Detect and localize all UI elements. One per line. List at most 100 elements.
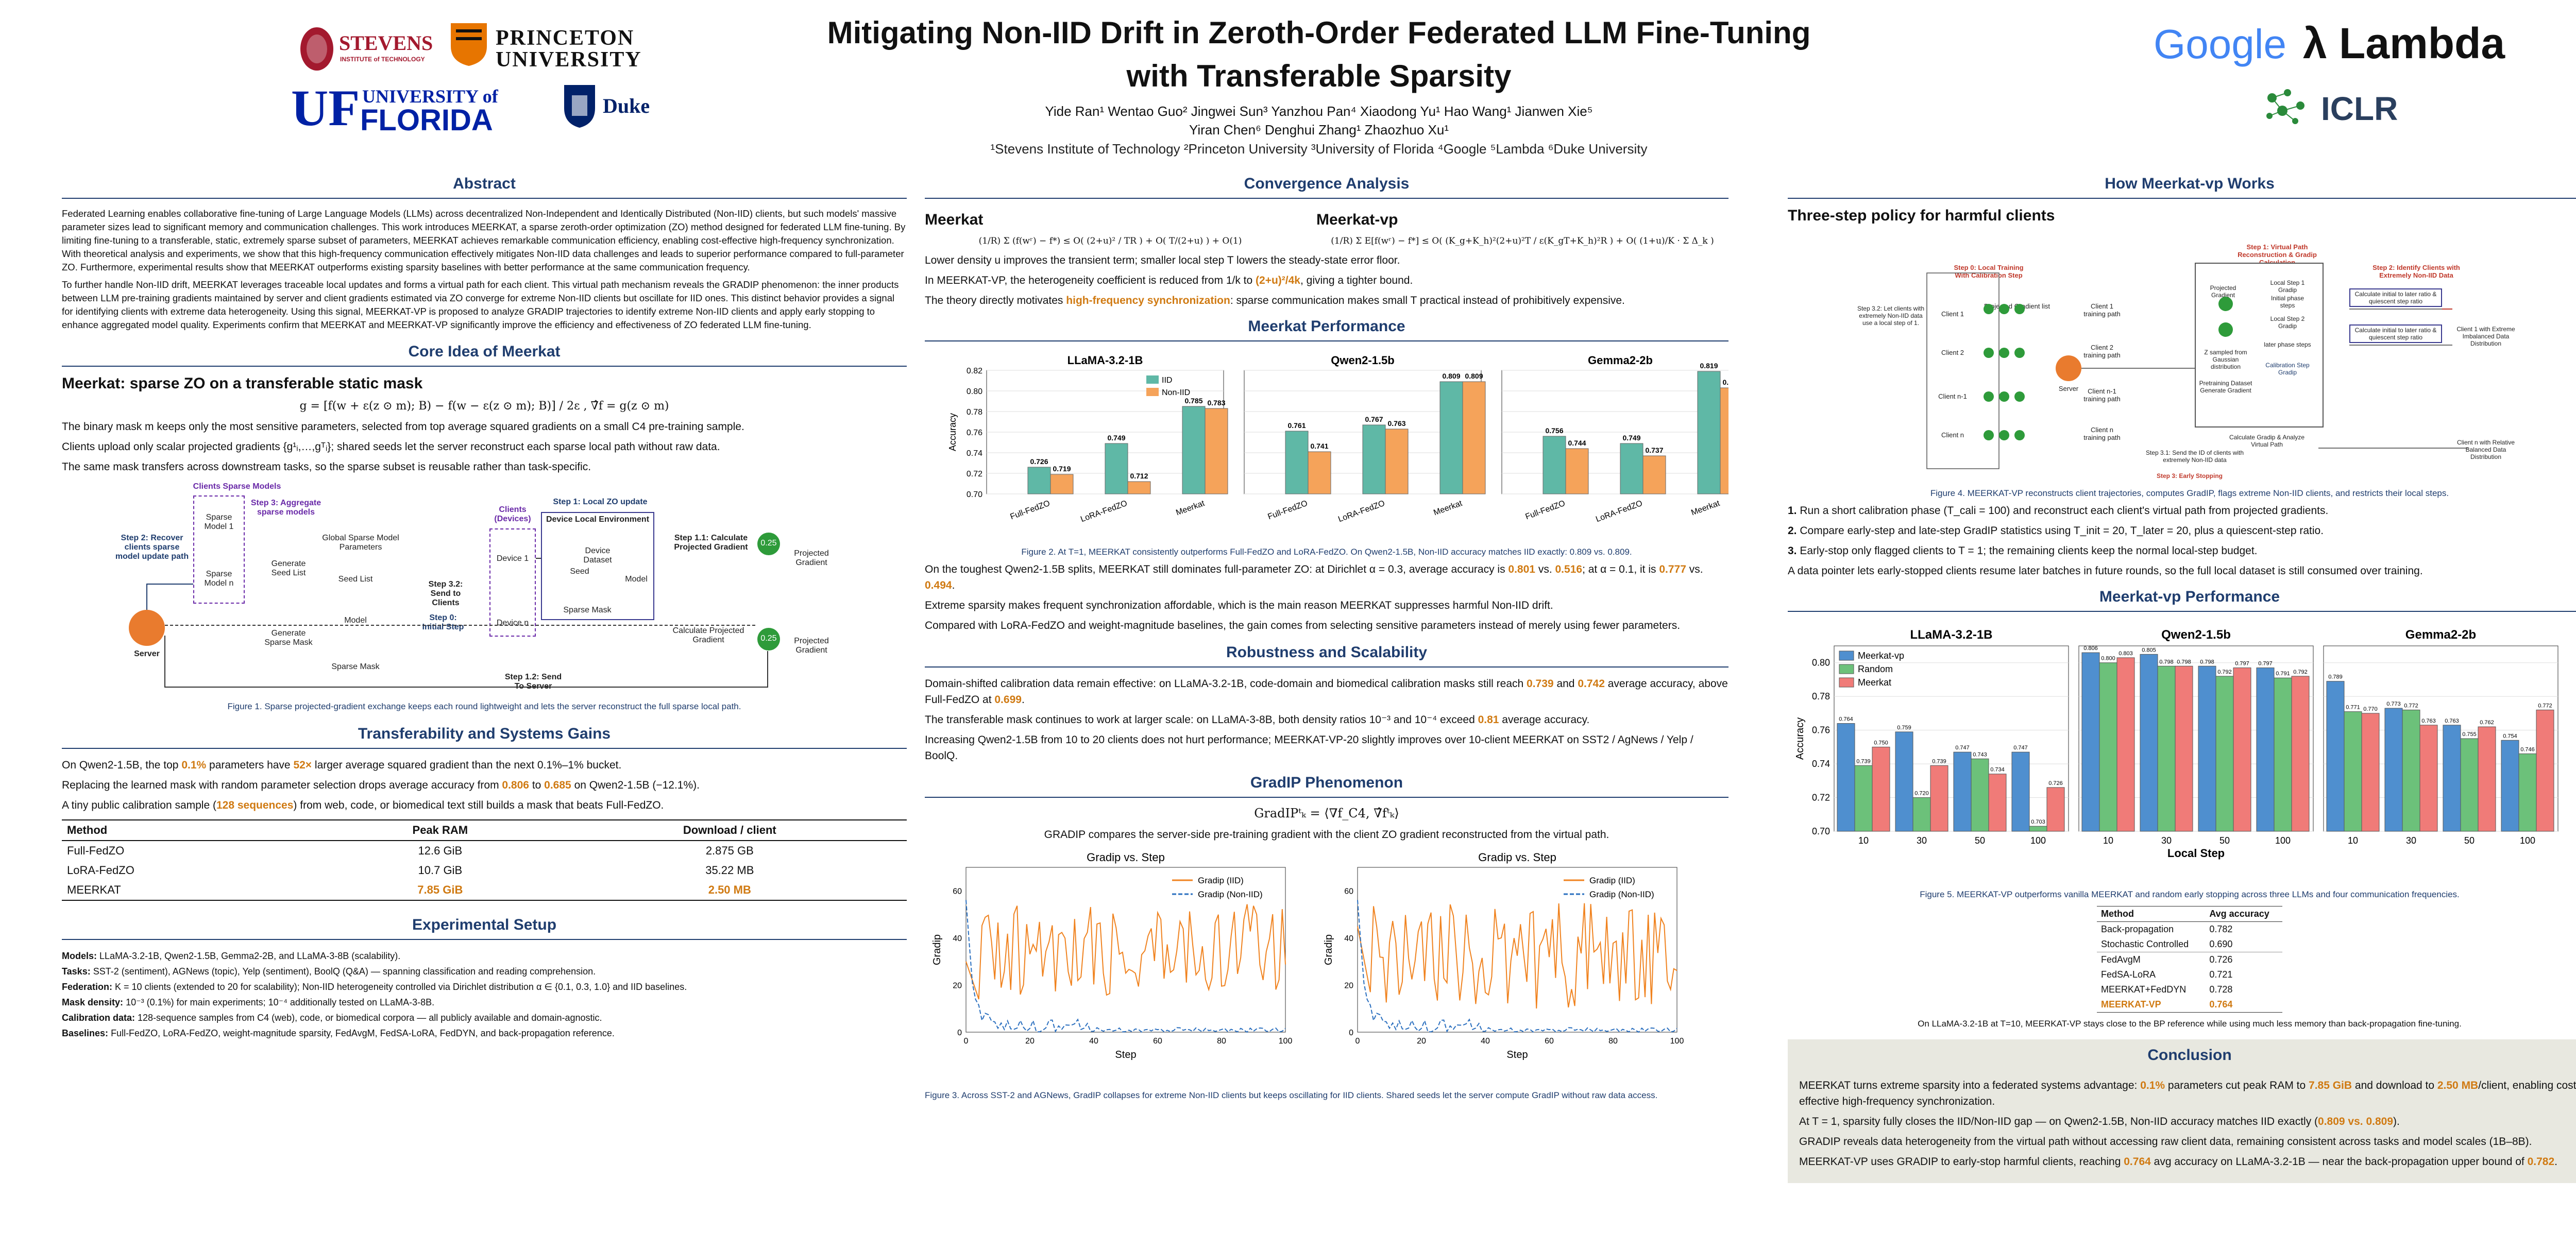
y-tick-label: 60 (1344, 887, 1353, 896)
bar-value-label: 0.772 (2538, 703, 2552, 709)
vp-bar (2011, 751, 2030, 832)
list-item: 2. Compare early-step and late-step Grad… (1788, 525, 2324, 537)
princeton-logo: PRINCETON UNIVERSITY (448, 21, 641, 72)
random-bar (2460, 738, 2479, 832)
step2-label: Step 2: Identify Clients with Extremely … (2360, 263, 2473, 280)
pg-label-1: Projected Gradient (783, 548, 840, 569)
vp-bar (2081, 652, 2100, 832)
list-item: Baselines: Full-FedZO, LoRA-FedZO, weigh… (62, 1028, 615, 1038)
noniid-bar (1385, 429, 1409, 494)
client-2: Client 2 (1932, 348, 1973, 357)
list-item: Tasks: SST-2 (sentiment), AGNews (topic)… (62, 966, 596, 977)
x-tick-label: 30 (2406, 835, 2416, 846)
abstract-heading: Abstract (62, 175, 907, 199)
panel-title: Gradip vs. Step (1087, 851, 1165, 864)
gradip-noniid-line (1357, 900, 1677, 1033)
bar-value-label: 0.809 (1465, 372, 1483, 380)
x-tick-label: 80 (1217, 1037, 1226, 1046)
panel-title: LLaMA-3.2-1B (1067, 354, 1143, 367)
iid-bar (1285, 431, 1309, 494)
bar-value-label: 0.750 (1874, 740, 1888, 746)
bar-value-label: 0.747 (2013, 745, 2028, 751)
abstract-p2: To further handle Non-IID drift, MEERKAT… (62, 279, 899, 330)
core-p3: The same mask transfers across downstrea… (62, 461, 591, 473)
x-tick-label: 10 (2103, 835, 2113, 846)
gradip-iid-line (1357, 903, 1677, 1009)
device-model-label: Model (621, 574, 652, 585)
concl-p3: GRADIP reveals data heterogeneity from t… (1799, 1136, 2532, 1148)
clientn-path: Client n training path (2081, 425, 2123, 442)
figure2-caption: Figure 2. At T=1, MEERKAT consistently o… (1021, 547, 1632, 557)
figure3-caption: Figure 3. Across SST-2 and AGNews, GradI… (925, 1090, 1658, 1100)
y-tick-label: 0.78 (1812, 691, 1830, 702)
iid-bar (1620, 443, 1643, 494)
gradip-heading: GradIP Phenomenon (925, 774, 1728, 798)
bar-value-label: 0.734 (1990, 767, 2005, 773)
ls1-label: Local Step 1 Gradip (2259, 278, 2316, 295)
gradip-iid-line (965, 904, 1286, 1000)
vp-bar (2326, 681, 2345, 832)
y-tick-label: 40 (953, 934, 962, 943)
conclusion-box: Conclusion MEERKAT turns extreme sparsit… (1788, 1039, 2576, 1183)
bar-value-label: 0.792 (2217, 669, 2232, 675)
bar-value-label: 0.749 (1107, 434, 1125, 442)
device-1: Device 1 (492, 553, 533, 564)
how-heading: How Meerkat-vp Works (1788, 175, 2576, 199)
bar-value-label: 0.809 (1442, 372, 1460, 380)
vp-bar (2384, 708, 2403, 832)
core-subheading: Meerkat: sparse ZO on a transferable sta… (62, 375, 423, 392)
y-axis-label: Accuracy (947, 413, 958, 451)
device-local-env (541, 512, 654, 620)
meerkat-bar (1988, 774, 2007, 832)
setup-list: Models: LLaMA-3.2-1B, Qwen2-1.5B, Gemma2… (62, 948, 907, 1041)
bar-value-label: 0.746 (2520, 746, 2535, 752)
server-label: Server (129, 648, 165, 660)
bar-value-label: 0.703 (2031, 819, 2045, 825)
random-bar (2215, 676, 2234, 832)
conv-p2: In MEERKAT-VP, the heterogeneity coeffic… (925, 275, 1413, 286)
systems-table: Method Peak RAM Download / client Full-Fed… (62, 819, 907, 901)
ips-label: Initial phase steps (2262, 294, 2313, 310)
duke-logo: Duke (562, 82, 650, 131)
y-tick-label: 0.80 (967, 387, 982, 396)
table-row: FedSA-LoRA 0.721 (2101, 969, 2233, 980)
x-tick-label: 30 (1917, 835, 1927, 846)
x-axis-label: Local Step (2167, 847, 2225, 860)
vp-table: Method Avg accuracy Back-propagation 0.782… (2097, 906, 2282, 1013)
meerkat-bar (2233, 668, 2251, 832)
iid-bar (1362, 424, 1386, 494)
how-p: A data pointer lets early-stopped client… (1788, 565, 2423, 577)
cr2-box: Calculate initial to later ratio & quies… (2349, 324, 2442, 343)
ls2-label: Local Step 2 Gradip (2259, 314, 2316, 331)
iclr-logo: ICLR (2257, 82, 2398, 131)
concl-p4: MEERKAT-VP uses GRADIP to early-stop har… (1799, 1156, 2558, 1168)
pg-node-1: 0.25 (757, 533, 780, 555)
y-tick-label: 0.74 (1812, 759, 1830, 769)
bar-value-label: 0.797 (2235, 661, 2249, 667)
noniid-bar (1205, 408, 1228, 494)
panel-title: Gemma2-2b (1588, 354, 1653, 367)
random-bar (2518, 753, 2537, 832)
bar-value-label: 0.773 (2386, 701, 2401, 707)
pg-label-2: Projected Gradient (783, 636, 840, 656)
bar-value-label: 0.800 (2101, 656, 2115, 662)
y-tick-label: 0.76 (967, 429, 982, 437)
bar-value-label: 0.747 (1955, 745, 1970, 751)
pdg-label: Pretraining Dataset Generate Gradient (2197, 379, 2254, 395)
legend-label: Non-IID (1162, 388, 1190, 397)
lps-label: later phase steps (2262, 340, 2313, 349)
table-row: Back-propagation 0.782 (2101, 924, 2233, 934)
column-left: Abstract Federated Learning enables coll… (62, 175, 907, 1041)
core-p2: Clients upload only scalar projected gra… (62, 441, 720, 453)
x-tick-label: 10 (2348, 835, 2358, 846)
legend-swatch (1146, 388, 1159, 396)
list-item: 3. Early-stop only flagged clients to T … (1788, 545, 2258, 557)
x-tick-label: Meerkat (1690, 499, 1721, 518)
gradip-chart: Gradip vs. Step 0 20 40 60 0 20 40 60 80 100 Gradip… (931, 851, 1684, 1060)
y-tick-label: 0.82 (967, 367, 982, 375)
x-tick-label: LoRA-FedZO (1079, 499, 1128, 524)
seed-label: Seed (564, 566, 595, 577)
bar-value-label: 0.785 (1184, 397, 1202, 405)
stevens-seal-icon (300, 27, 333, 71)
y-tick-label: 0.72 (967, 470, 982, 478)
